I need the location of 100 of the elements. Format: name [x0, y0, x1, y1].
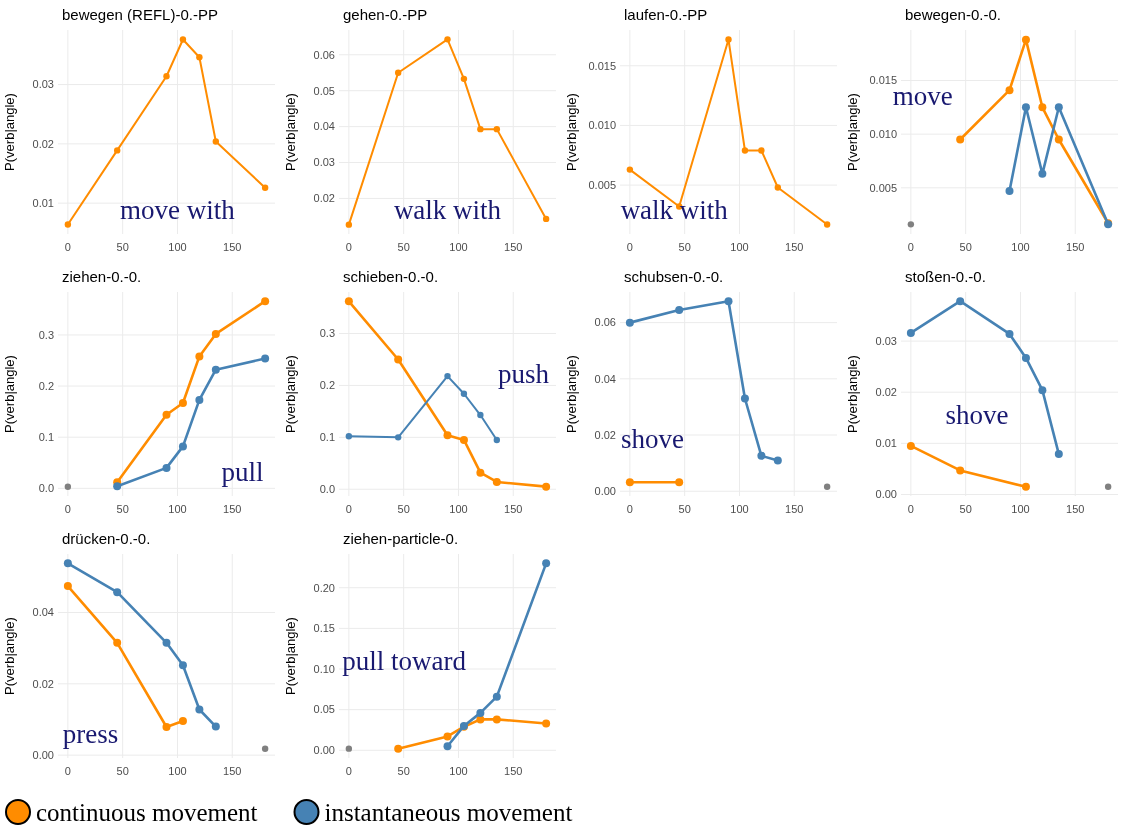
y-tick-label: 0.05 — [313, 703, 335, 716]
point — [1038, 103, 1047, 112]
y-tick-label: 0.015 — [869, 74, 897, 87]
y-tick-label: 0.2 — [38, 379, 54, 392]
y-tick-label: 0.3 — [319, 327, 335, 340]
x-tick-label: 0 — [626, 241, 633, 253]
y-axis-title: P(verb|angle) — [2, 93, 17, 171]
y-tick-label: 0.0 — [319, 483, 335, 496]
point — [261, 297, 270, 306]
annotation: walk with — [393, 194, 502, 225]
point — [626, 166, 634, 173]
chart-title: ziehen-particle-0. — [343, 530, 459, 547]
chart-title: bewegen (REFL)-0.-PP — [62, 6, 218, 23]
point — [345, 221, 353, 228]
annotation: push — [497, 359, 550, 390]
x-tick-label: 100 — [1011, 503, 1030, 515]
point — [195, 352, 204, 361]
point — [725, 36, 732, 43]
chart-title: ziehen-0.-0. — [62, 268, 142, 285]
point — [460, 390, 468, 397]
y-tick-label: 0.1 — [38, 431, 54, 444]
x-tick-label: 50 — [397, 765, 410, 777]
x-tick-label: 150 — [504, 765, 523, 777]
legend-label: continuous movement — [36, 798, 258, 826]
point — [956, 297, 965, 306]
point — [906, 328, 915, 337]
y-tick-label: 0.06 — [594, 316, 616, 329]
point — [344, 297, 353, 306]
point — [64, 483, 72, 490]
point — [492, 477, 501, 486]
point — [724, 297, 733, 306]
y-axis-title: P(verb|angle) — [283, 617, 298, 695]
point — [113, 482, 122, 491]
point — [542, 215, 550, 223]
y-axis-title: P(verb|angle) — [564, 355, 579, 433]
x-tick-label: 150 — [504, 241, 523, 253]
x-tick-label: 50 — [678, 503, 691, 515]
point — [444, 36, 451, 43]
y-tick-label: 0.015 — [588, 59, 616, 72]
x-tick-label: 100 — [730, 241, 749, 253]
x-tick-label: 50 — [959, 241, 972, 253]
y-axis-title: P(verb|angle) — [2, 617, 17, 695]
point — [162, 410, 171, 419]
point — [823, 483, 831, 490]
chart-title: bewegen-0.-0. — [905, 6, 1001, 23]
annotation: walk with — [620, 194, 729, 225]
x-tick-label: 0 — [64, 503, 71, 515]
point — [493, 436, 501, 444]
point — [1038, 386, 1047, 395]
chart-title: schieben-0.-0. — [343, 268, 439, 285]
point — [196, 54, 203, 61]
y-tick-label: 0.05 — [313, 84, 335, 97]
point — [195, 395, 204, 404]
y-tick-label: 0.00 — [594, 485, 616, 498]
x-tick-label: 150 — [785, 503, 804, 515]
point — [261, 184, 269, 191]
y-tick-label: 0.00 — [313, 744, 335, 757]
x-tick-label: 100 — [168, 503, 187, 515]
point — [740, 394, 749, 403]
y-tick-label: 0.20 — [313, 581, 335, 594]
y-tick-label: 0.02 — [32, 137, 54, 150]
point — [345, 433, 353, 440]
y-tick-label: 0.02 — [32, 677, 54, 690]
y-tick-label: 0.2 — [319, 379, 335, 392]
point — [394, 355, 403, 364]
point — [211, 365, 220, 374]
point — [443, 431, 452, 440]
legend-label: instantaneous movement — [324, 798, 573, 826]
y-tick-label: 0.03 — [313, 156, 335, 169]
y-tick-label: 0.06 — [313, 48, 335, 61]
y-tick-label: 0.02 — [594, 428, 616, 441]
x-tick-label: 0 — [64, 765, 71, 777]
y-tick-label: 0.00 — [875, 488, 897, 501]
point — [1005, 187, 1014, 196]
x-tick-label: 50 — [116, 503, 129, 515]
y-axis-title: P(verb|angle) — [283, 355, 298, 433]
point — [1021, 103, 1030, 112]
y-tick-label: 0.1 — [319, 431, 335, 444]
x-tick-label: 50 — [959, 503, 972, 515]
point — [1054, 450, 1063, 459]
y-tick-label: 0.0 — [38, 482, 54, 495]
point — [178, 716, 187, 725]
y-tick-label: 0.010 — [588, 119, 616, 132]
point — [179, 36, 187, 43]
y-tick-label: 0.01 — [32, 197, 54, 210]
y-axis-title: P(verb|angle) — [564, 93, 579, 171]
y-tick-label: 0.04 — [32, 606, 54, 619]
point — [178, 398, 187, 407]
y-tick-label: 0.02 — [313, 192, 335, 205]
point — [162, 638, 171, 647]
x-tick-label: 0 — [907, 241, 914, 253]
point — [345, 745, 353, 752]
point — [178, 442, 187, 451]
point — [394, 434, 402, 441]
y-tick-label: 0.005 — [588, 178, 616, 191]
chart-title: laufen-0.-PP — [624, 6, 708, 23]
point — [63, 559, 72, 568]
y-tick-label: 0.03 — [875, 334, 897, 347]
annotation: move with — [119, 194, 236, 225]
point — [211, 722, 220, 731]
